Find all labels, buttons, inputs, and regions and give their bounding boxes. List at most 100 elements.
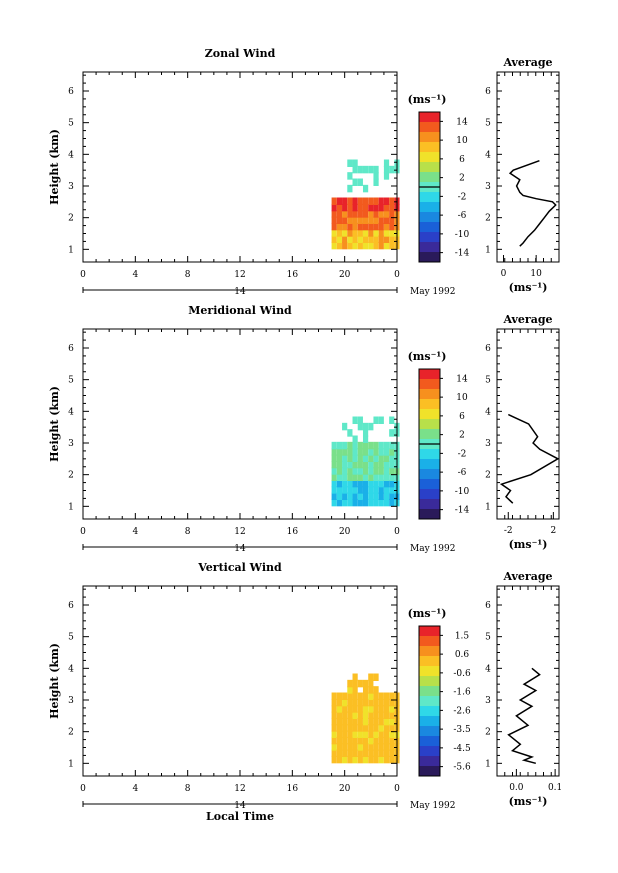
field-cell bbox=[378, 241, 384, 250]
colorbar-label: -14 bbox=[455, 506, 470, 516]
field-cell bbox=[383, 736, 390, 745]
field-cell bbox=[383, 473, 390, 481]
field-cell bbox=[357, 422, 363, 431]
field-cell bbox=[378, 229, 384, 237]
field-cell bbox=[357, 448, 363, 456]
field-cell bbox=[342, 736, 348, 745]
field-cell bbox=[342, 486, 348, 494]
field-cell bbox=[378, 717, 384, 726]
colorbar-unit: (ms⁻¹) bbox=[408, 93, 447, 106]
field-cell bbox=[368, 743, 374, 751]
field-cell bbox=[362, 743, 369, 751]
field-cell bbox=[383, 755, 390, 764]
field-cell bbox=[373, 460, 379, 469]
field-cell bbox=[389, 454, 395, 462]
y-tick-label: 4 bbox=[68, 150, 74, 160]
colorbar-swatch bbox=[419, 706, 440, 717]
field-cell bbox=[362, 736, 369, 745]
field-cell bbox=[373, 717, 379, 726]
date-label: 14 bbox=[234, 287, 246, 297]
average-title: Average bbox=[502, 56, 552, 69]
x-tick-label: 20 bbox=[339, 527, 351, 537]
field-cell bbox=[378, 724, 384, 732]
field-cell bbox=[389, 197, 395, 205]
field-cell bbox=[357, 755, 363, 764]
field-cell bbox=[331, 197, 337, 205]
field-cell bbox=[389, 692, 395, 700]
field-cell bbox=[357, 479, 363, 488]
colorbar-swatch bbox=[419, 379, 440, 390]
colorbar-swatch bbox=[419, 162, 440, 173]
field-cell bbox=[383, 165, 390, 174]
field-cell bbox=[378, 711, 384, 719]
field-cell bbox=[368, 692, 374, 700]
field-cell bbox=[378, 473, 384, 481]
field-cell bbox=[347, 486, 353, 494]
colorbar-swatch bbox=[419, 409, 440, 420]
y-tick-label: 6 bbox=[68, 601, 74, 611]
x-tick-label: 0 bbox=[394, 527, 400, 537]
field-cell bbox=[373, 749, 379, 757]
field-cell bbox=[383, 711, 390, 719]
avg-y-tick-label: 2 bbox=[485, 728, 491, 738]
x-tick-label: 16 bbox=[287, 527, 299, 537]
field-cell bbox=[331, 473, 337, 481]
field-cell bbox=[362, 698, 369, 707]
field-cell bbox=[373, 172, 379, 180]
panel-title: Meridional Wind bbox=[188, 304, 292, 317]
field-cell bbox=[336, 216, 343, 224]
field-cell bbox=[357, 724, 363, 732]
field-cell bbox=[362, 679, 369, 688]
field-cell bbox=[347, 736, 353, 745]
x-tick-label: 16 bbox=[287, 270, 299, 280]
colorbar-label: -10 bbox=[455, 487, 470, 497]
field-cell bbox=[347, 705, 353, 713]
field-cell bbox=[342, 210, 348, 218]
field-cell bbox=[362, 473, 369, 481]
field-cell bbox=[352, 492, 358, 500]
field-cell bbox=[357, 197, 363, 205]
field-cell bbox=[352, 692, 358, 700]
field-cell bbox=[368, 197, 374, 205]
field-cell bbox=[373, 692, 379, 700]
colorbar-swatch bbox=[419, 449, 440, 460]
field-cell bbox=[362, 210, 369, 218]
colorbar-swatch bbox=[419, 122, 440, 133]
field-cell bbox=[378, 203, 384, 212]
field-cell bbox=[347, 184, 353, 193]
avg-y-tick-label: 3 bbox=[485, 439, 491, 449]
colorbar-swatch bbox=[419, 746, 440, 757]
field-cell bbox=[389, 467, 395, 475]
colorbar-swatch bbox=[419, 666, 440, 677]
colorbar-swatch bbox=[419, 489, 440, 500]
field-cell bbox=[347, 717, 353, 726]
field-cell bbox=[331, 736, 337, 745]
field-cell bbox=[368, 492, 374, 500]
field-cell bbox=[347, 724, 353, 732]
field-cell bbox=[347, 203, 353, 212]
field-cell bbox=[383, 730, 390, 738]
y-tick-label: 1 bbox=[68, 759, 74, 769]
x-tick-label: 0 bbox=[394, 784, 400, 794]
field-cell bbox=[368, 705, 374, 713]
colorbar: (ms⁻¹) 14 10 6 2 -2 -6 -10 -14 bbox=[408, 350, 470, 520]
field-cell bbox=[342, 241, 348, 250]
field-cell bbox=[383, 492, 390, 500]
field-cell bbox=[342, 749, 348, 757]
field-cell bbox=[373, 165, 379, 174]
avg-x-tick-label: 0 bbox=[501, 269, 507, 279]
field-cell bbox=[378, 467, 384, 475]
avg-x-tick-label: -2 bbox=[504, 526, 513, 536]
field-cell bbox=[378, 460, 384, 469]
field-cell bbox=[373, 235, 379, 243]
field-cell bbox=[342, 203, 348, 212]
field-cell bbox=[373, 197, 379, 205]
average-frame bbox=[496, 71, 560, 263]
field-cell bbox=[362, 235, 369, 243]
field-cell bbox=[373, 492, 379, 500]
field-cell bbox=[368, 473, 374, 481]
month-label: May 1992 bbox=[410, 287, 455, 297]
field-cell bbox=[368, 422, 374, 431]
field-cell bbox=[362, 184, 369, 193]
